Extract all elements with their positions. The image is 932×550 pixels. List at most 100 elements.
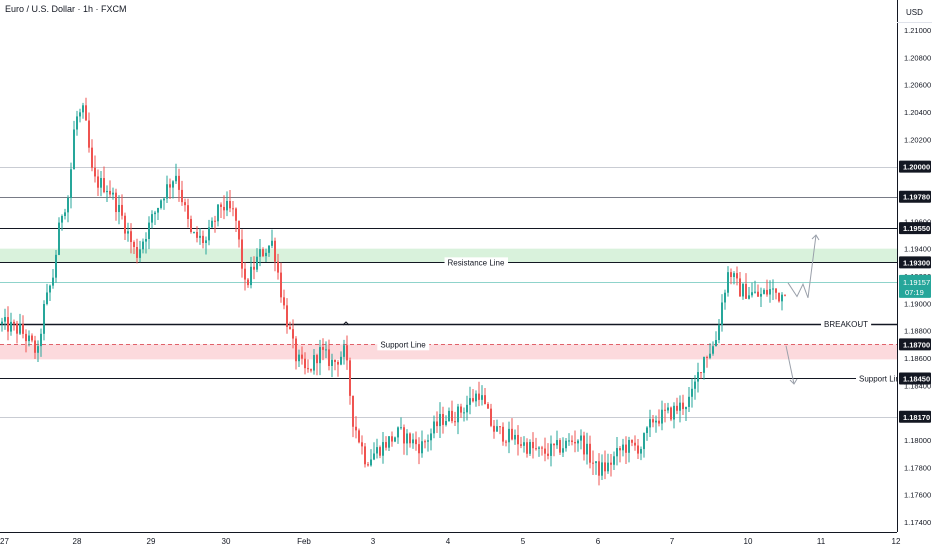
candle: [601, 454, 603, 481]
candle: [367, 462, 369, 467]
candle: [409, 432, 411, 448]
candle: [187, 198, 189, 228]
candle: [370, 449, 372, 467]
candle: [727, 266, 729, 297]
candle: [250, 256, 252, 289]
candle: [625, 436, 627, 465]
candle: [199, 228, 201, 245]
y-tick-label: 1.20600: [904, 81, 931, 90]
candle: [481, 385, 483, 406]
candle: [16, 320, 18, 344]
candle: [745, 273, 747, 299]
time-axis[interactable]: [0, 532, 897, 550]
candle: [682, 394, 684, 416]
projection-down-arrowhead: [789, 378, 798, 385]
candle: [157, 207, 159, 221]
candle: [166, 175, 168, 203]
candle: [493, 420, 495, 439]
candle: [385, 436, 387, 451]
x-tick-label: 10: [744, 537, 753, 546]
candle: [253, 256, 255, 280]
x-tick-label: 4: [446, 537, 451, 546]
candle: [748, 286, 750, 300]
candle: [346, 335, 348, 370]
candle: [718, 319, 720, 344]
candle: [352, 395, 354, 438]
candle: [7, 306, 9, 341]
candle: [52, 269, 54, 289]
candle: [58, 217, 60, 256]
candle: [559, 438, 561, 456]
candle: [514, 429, 516, 445]
candle: [538, 446, 540, 457]
candle: [541, 445, 543, 456]
candle: [697, 362, 699, 393]
candle: [214, 215, 216, 233]
candle: [22, 315, 24, 339]
candle: [391, 431, 393, 447]
candle: [31, 333, 33, 343]
candle: [235, 207, 237, 232]
candle: [280, 262, 282, 303]
axis-label-level-1-20000: 1.20000: [899, 160, 931, 173]
candle: [517, 425, 519, 456]
projection-up-arrowhead: [811, 234, 820, 241]
axis-label-level-1-19780: 1.19780: [899, 190, 931, 203]
svg-text:1.18700: 1.18700: [903, 340, 930, 349]
candle: [76, 110, 78, 136]
candle: [319, 339, 321, 376]
svg-text:07:19: 07:19: [905, 288, 924, 297]
candle: [547, 443, 549, 460]
candle: [373, 442, 375, 461]
candle: [148, 216, 150, 250]
candle: [589, 435, 591, 469]
resistance-line-label: Resistance Line: [448, 258, 505, 267]
candle: [379, 445, 381, 459]
candle: [328, 339, 330, 371]
candle: [592, 450, 594, 475]
svg-text:1.19157: 1.19157: [903, 278, 930, 287]
candle: [778, 292, 780, 303]
candle: [619, 446, 621, 463]
candle: [316, 353, 318, 376]
y-tick-label: 1.19000: [904, 299, 931, 308]
candle: [298, 349, 300, 368]
candle: [604, 450, 606, 480]
candle: [217, 204, 219, 227]
candle: [673, 402, 675, 429]
candle: [55, 249, 57, 283]
candle: [412, 433, 414, 449]
axis-label-level-support: 1.18700: [899, 338, 931, 351]
candle: [178, 168, 180, 202]
candle: [127, 222, 129, 242]
candle: [565, 437, 567, 452]
candle: [400, 417, 402, 430]
x-tick-label: 29: [147, 537, 156, 546]
candle: [454, 411, 456, 426]
y-tick-label: 1.18600: [904, 354, 931, 363]
candle: [448, 407, 450, 422]
candle: [556, 430, 558, 449]
x-tick-label: 7: [670, 537, 675, 546]
candle: [124, 212, 126, 241]
candle: [487, 402, 489, 409]
candle: [241, 229, 243, 278]
candle: [358, 428, 360, 444]
candle: [130, 223, 132, 254]
candle: [649, 409, 651, 438]
candle: [49, 284, 51, 301]
y-tick-label: 1.20800: [904, 53, 931, 62]
candle: [424, 439, 426, 449]
resistance-zone: [0, 248, 897, 263]
candle: [25, 329, 27, 353]
candle: [403, 424, 405, 455]
candle: [760, 287, 762, 307]
candle: [139, 240, 141, 263]
candle: [283, 289, 285, 310]
candle: [175, 163, 177, 185]
candle: [751, 282, 753, 298]
candle: [430, 428, 432, 451]
